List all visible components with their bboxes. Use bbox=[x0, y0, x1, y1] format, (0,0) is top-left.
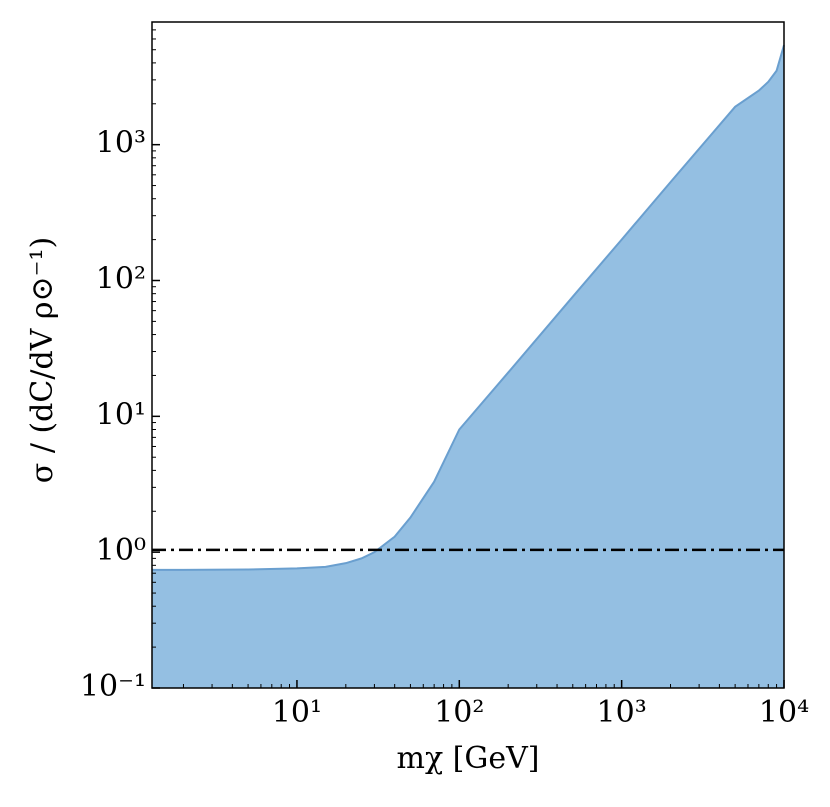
plot-frame bbox=[151, 21, 785, 689]
y-tick-label: 10⁻¹ bbox=[80, 669, 146, 704]
area-fill bbox=[152, 45, 784, 688]
x-tick-label: 10² bbox=[434, 695, 484, 730]
y-tick-label: 10² bbox=[96, 262, 146, 297]
x-tick-label: 10¹ bbox=[272, 695, 322, 730]
x-tick-label: 10³ bbox=[597, 695, 647, 730]
y-tick-label: 10⁰ bbox=[96, 533, 146, 568]
y-tick-label: 10¹ bbox=[96, 397, 146, 432]
y-tick-label: 10³ bbox=[96, 126, 146, 161]
x-tick-label: 10⁴ bbox=[759, 695, 809, 730]
y-axis-label: σ / (dC/dV ρ⊙⁻¹) bbox=[25, 237, 60, 483]
x-axis-label: mχ [GeV] bbox=[397, 741, 540, 776]
area-edge bbox=[152, 44, 785, 571]
